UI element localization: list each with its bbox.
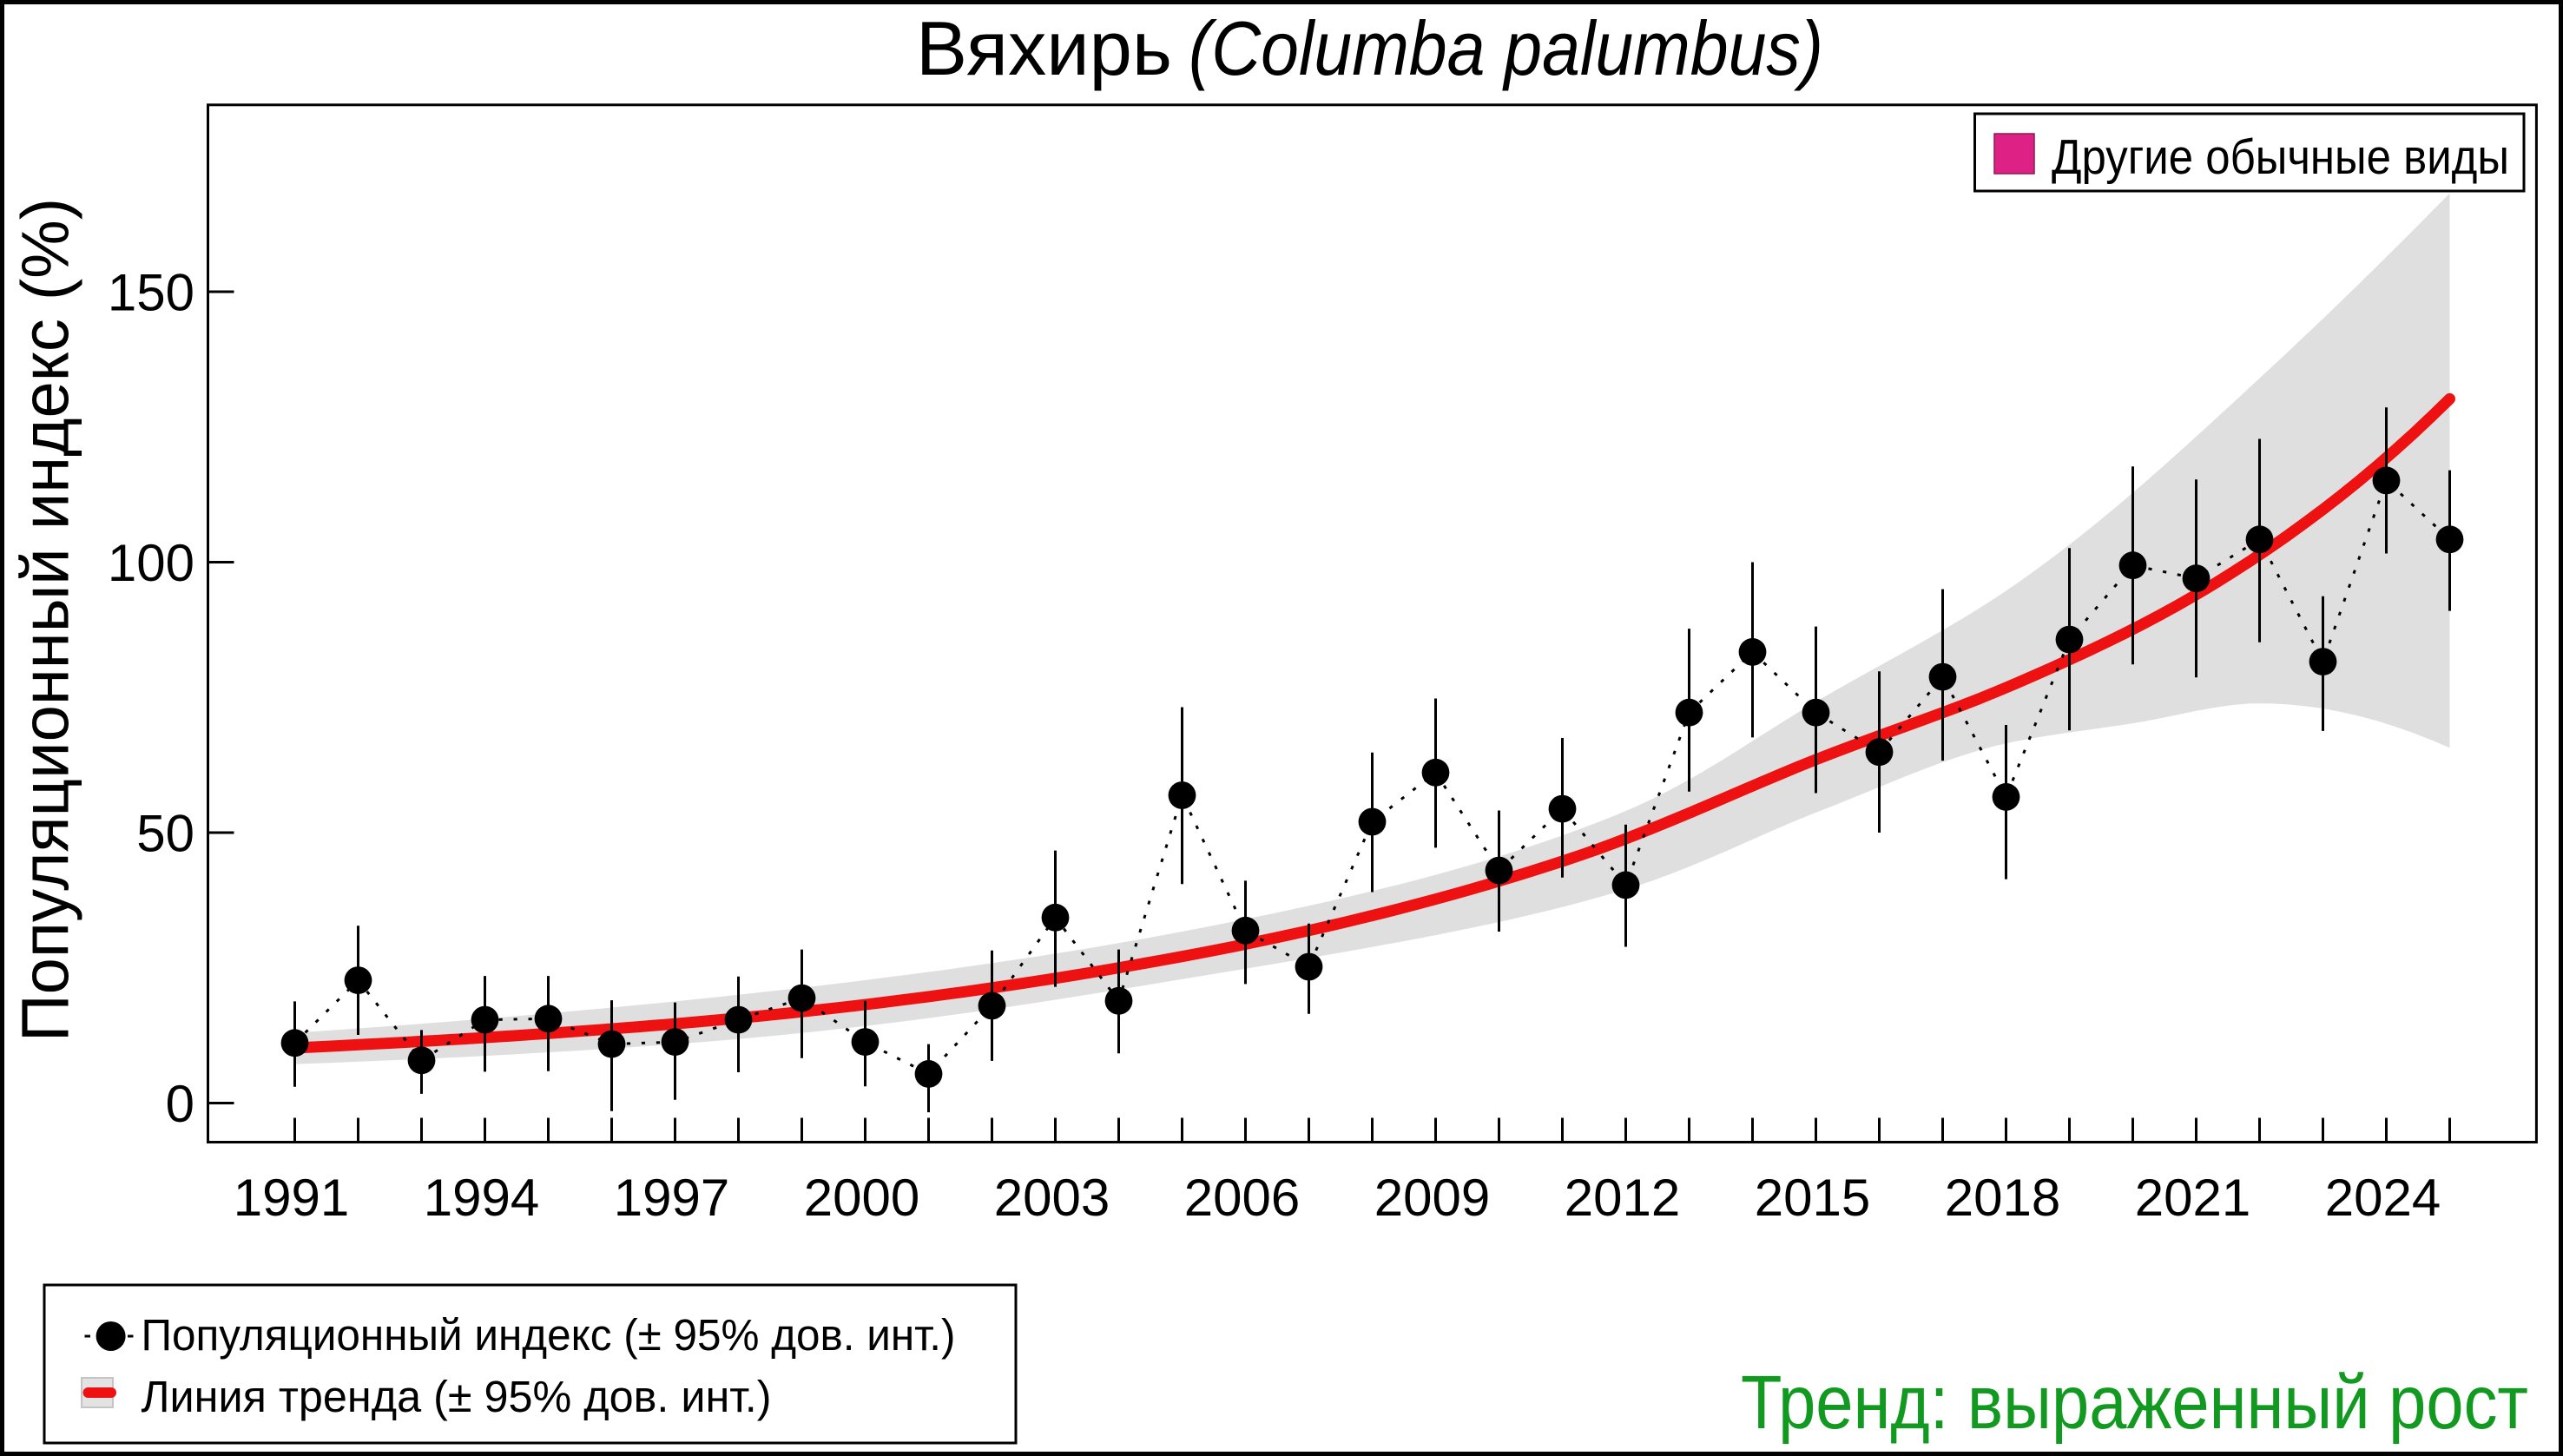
svg-text:Популяционный индекс (%): Популяционный индекс (%) <box>9 198 83 1042</box>
svg-text:2021: 2021 <box>2135 1169 2250 1227</box>
svg-text:Популяционный индекс (± 95% до: Популяционный индекс (± 95% дов. инт.) <box>142 1310 956 1360</box>
svg-text:Вяхирь: Вяхирь <box>916 5 1172 91</box>
svg-text:2018: 2018 <box>1945 1169 2060 1227</box>
svg-text:2000: 2000 <box>804 1169 919 1227</box>
svg-text:50: 50 <box>136 805 194 863</box>
svg-text:2006: 2006 <box>1184 1169 1300 1227</box>
svg-text:1994: 1994 <box>424 1169 539 1227</box>
svg-text:Другие обычные виды: Другие обычные виды <box>2052 129 2509 185</box>
svg-text:Тренд: выраженный рост: Тренд: выраженный рост <box>1741 1360 2528 1445</box>
svg-text:150: 150 <box>108 264 194 322</box>
svg-text:0: 0 <box>166 1075 194 1133</box>
svg-text:1997: 1997 <box>614 1169 729 1227</box>
svg-text:2015: 2015 <box>1755 1169 1870 1227</box>
svg-text:(Columba palumbus): (Columba palumbus) <box>1189 5 1823 91</box>
svg-text:100: 100 <box>108 534 194 592</box>
svg-text:2024: 2024 <box>2325 1169 2441 1227</box>
svg-text:Линия тренда (± 95% дов. инт.): Линия тренда (± 95% дов. инт.) <box>142 1372 772 1421</box>
svg-text:1991: 1991 <box>234 1169 349 1227</box>
svg-text:2012: 2012 <box>1565 1169 1680 1227</box>
svg-text:2003: 2003 <box>994 1169 1110 1227</box>
svg-text:2009: 2009 <box>1374 1169 1490 1227</box>
